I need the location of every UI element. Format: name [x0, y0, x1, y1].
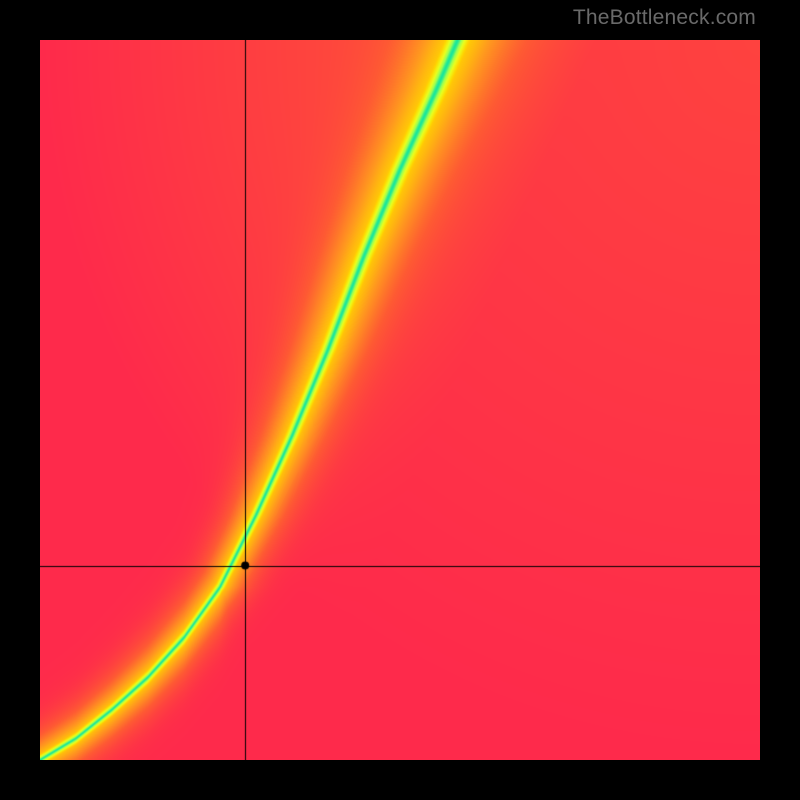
heatmap-canvas — [40, 40, 760, 760]
chart-container: TheBottleneck.com — [0, 0, 800, 800]
watermark-text: TheBottleneck.com — [573, 6, 756, 30]
